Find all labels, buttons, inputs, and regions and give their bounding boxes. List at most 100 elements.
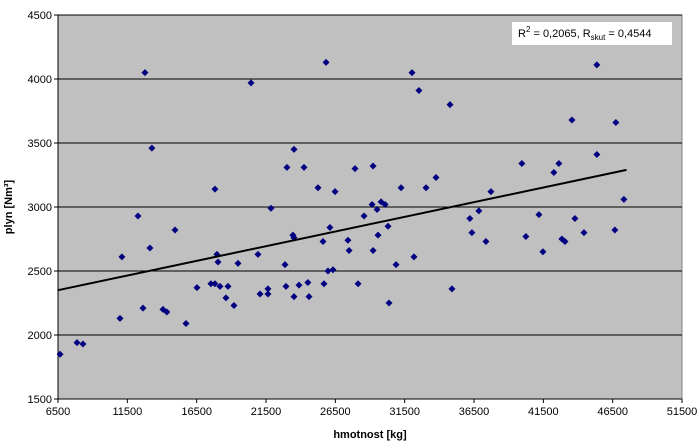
point bbox=[224, 282, 232, 290]
annotation-box bbox=[512, 22, 672, 45]
point bbox=[373, 206, 381, 214]
point bbox=[466, 215, 474, 223]
point bbox=[345, 247, 353, 255]
point bbox=[116, 314, 124, 322]
point bbox=[222, 294, 230, 302]
point bbox=[487, 188, 495, 196]
point bbox=[448, 285, 456, 293]
point bbox=[139, 304, 147, 312]
point bbox=[422, 184, 430, 192]
x-tick-label: 26500 bbox=[320, 406, 351, 418]
point bbox=[351, 165, 359, 173]
point bbox=[368, 200, 376, 208]
point bbox=[432, 174, 440, 182]
point bbox=[580, 229, 588, 237]
point bbox=[593, 151, 601, 159]
point bbox=[163, 308, 171, 316]
point bbox=[344, 236, 352, 244]
point bbox=[410, 253, 418, 261]
point bbox=[211, 185, 219, 193]
point bbox=[193, 284, 201, 292]
point bbox=[56, 350, 64, 358]
point bbox=[73, 339, 81, 347]
y-tick-label: 4000 bbox=[28, 74, 52, 86]
point bbox=[207, 280, 215, 288]
annotation: R2 = 0,2065, Rskut = 0,4544 bbox=[518, 25, 652, 42]
point bbox=[314, 184, 322, 192]
point bbox=[134, 212, 142, 220]
x-tick-label: 51500 bbox=[667, 406, 698, 418]
point bbox=[446, 101, 454, 109]
y-tick-label: 3000 bbox=[28, 202, 52, 214]
point bbox=[331, 188, 339, 196]
trendline bbox=[57, 168, 627, 292]
point bbox=[571, 215, 579, 223]
x-tick-label: 31500 bbox=[389, 406, 420, 418]
point bbox=[300, 163, 308, 171]
y-tick-label: 1500 bbox=[28, 394, 52, 406]
point bbox=[397, 184, 405, 192]
y-tick-label: 4500 bbox=[28, 10, 52, 22]
x-tick-label: 21500 bbox=[251, 406, 282, 418]
point bbox=[216, 282, 224, 290]
point bbox=[141, 69, 149, 77]
point bbox=[211, 280, 219, 288]
point bbox=[620, 195, 628, 203]
point bbox=[354, 280, 362, 288]
x-axis-label: hmotnost [kg] bbox=[333, 429, 407, 441]
point bbox=[305, 293, 313, 301]
point bbox=[281, 261, 289, 269]
point bbox=[482, 238, 490, 246]
point bbox=[319, 238, 327, 246]
point bbox=[360, 212, 368, 220]
x-tick-label: 41500 bbox=[528, 406, 559, 418]
point bbox=[290, 293, 298, 301]
x-tick-label: 46500 bbox=[597, 406, 628, 418]
point bbox=[171, 226, 179, 234]
y-tick-label: 2000 bbox=[28, 330, 52, 342]
point bbox=[254, 250, 262, 258]
point bbox=[384, 222, 392, 230]
point bbox=[611, 226, 619, 234]
point bbox=[374, 231, 382, 239]
point bbox=[468, 229, 476, 237]
point bbox=[146, 244, 154, 252]
y-tick-label: 2500 bbox=[28, 266, 52, 278]
point bbox=[290, 145, 298, 153]
point bbox=[324, 267, 332, 275]
point bbox=[267, 204, 275, 212]
point bbox=[568, 116, 576, 124]
point bbox=[264, 290, 272, 298]
point bbox=[385, 299, 393, 307]
point bbox=[535, 211, 543, 219]
point bbox=[369, 247, 377, 255]
point bbox=[475, 207, 483, 215]
point bbox=[555, 159, 563, 167]
point bbox=[304, 279, 312, 287]
point bbox=[369, 162, 377, 170]
point bbox=[392, 261, 400, 269]
x-tick-label: 6500 bbox=[46, 406, 70, 418]
point bbox=[320, 280, 328, 288]
point bbox=[256, 290, 264, 298]
y-tick-label: 3500 bbox=[28, 138, 52, 150]
point bbox=[593, 61, 601, 69]
point bbox=[322, 58, 330, 66]
point bbox=[118, 253, 126, 261]
point bbox=[182, 319, 190, 327]
point bbox=[234, 259, 242, 267]
x-tick-label: 16500 bbox=[181, 406, 212, 418]
point bbox=[329, 266, 337, 274]
point bbox=[247, 79, 255, 87]
point bbox=[539, 248, 547, 256]
point bbox=[282, 282, 290, 290]
point bbox=[148, 144, 156, 152]
point bbox=[408, 69, 416, 77]
point bbox=[214, 258, 222, 266]
point bbox=[326, 223, 334, 231]
point bbox=[561, 238, 569, 246]
point bbox=[79, 340, 87, 348]
point bbox=[283, 163, 291, 171]
point bbox=[295, 281, 303, 289]
